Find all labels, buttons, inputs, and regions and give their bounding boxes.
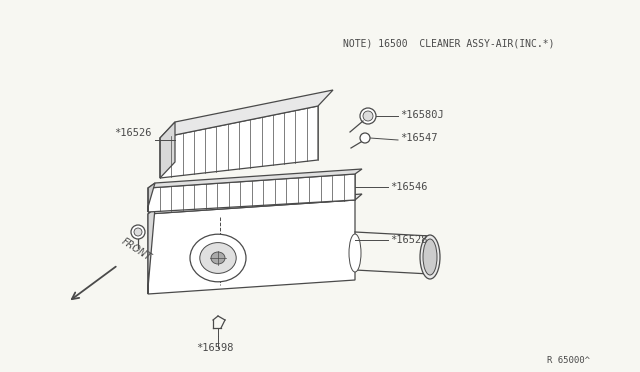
Circle shape (363, 111, 373, 121)
Polygon shape (160, 106, 318, 178)
Polygon shape (148, 174, 355, 212)
Ellipse shape (211, 252, 225, 264)
Polygon shape (148, 200, 355, 294)
Polygon shape (160, 90, 333, 138)
Circle shape (360, 108, 376, 124)
Polygon shape (160, 122, 175, 178)
Text: FRONT: FRONT (120, 237, 154, 263)
Text: *16526: *16526 (115, 128, 152, 138)
Text: *16546: *16546 (390, 182, 428, 192)
Circle shape (360, 133, 370, 143)
Circle shape (131, 225, 145, 239)
Text: *16580J: *16580J (400, 110, 444, 120)
Polygon shape (148, 169, 362, 188)
Ellipse shape (423, 239, 437, 275)
Ellipse shape (420, 235, 440, 279)
Text: *16547: *16547 (400, 133, 438, 143)
Ellipse shape (200, 243, 236, 273)
Ellipse shape (190, 234, 246, 282)
Ellipse shape (349, 234, 361, 272)
Text: *16598: *16598 (196, 343, 234, 353)
Polygon shape (148, 183, 155, 212)
Polygon shape (148, 208, 155, 294)
Text: NOTE) 16500  CLEANER ASSY-AIR(INC.*): NOTE) 16500 CLEANER ASSY-AIR(INC.*) (343, 38, 554, 48)
Text: *16528: *16528 (390, 235, 428, 245)
Circle shape (134, 228, 142, 236)
Text: R 65000^: R 65000^ (547, 356, 590, 365)
Polygon shape (148, 194, 362, 214)
